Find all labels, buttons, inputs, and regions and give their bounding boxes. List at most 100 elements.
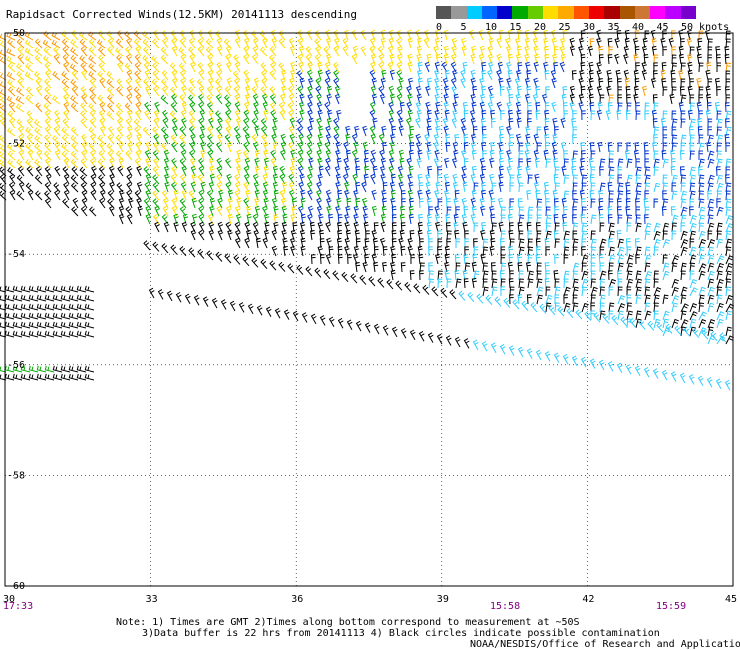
legend-swatch — [619, 6, 636, 19]
wind-barb — [152, 150, 160, 161]
wind-barb — [536, 262, 542, 273]
wind-barb — [205, 38, 214, 49]
wind-barb — [698, 86, 704, 97]
wind-barb — [43, 102, 52, 113]
wind-barb — [265, 306, 272, 317]
wind-barb — [590, 310, 595, 321]
wind-barb — [662, 110, 668, 121]
wind-barb — [578, 45, 584, 57]
wind-barb — [290, 213, 296, 225]
wind-barb — [60, 373, 71, 381]
wind-barb — [707, 278, 715, 289]
wind-barb — [561, 197, 567, 209]
wind-barb — [97, 30, 106, 41]
wind-barb — [388, 101, 394, 113]
wind-barb — [644, 294, 651, 305]
wind-barb — [399, 213, 405, 225]
wind-barb — [634, 365, 641, 377]
wind-barb — [300, 237, 306, 249]
wind-barb — [509, 134, 514, 145]
wind-barb — [453, 93, 459, 105]
wind-barb — [98, 166, 106, 177]
wind-barb — [455, 278, 462, 289]
wind-barb — [316, 181, 322, 193]
wind-barb — [243, 69, 250, 81]
wind-barb — [207, 149, 214, 161]
wind-barb — [455, 238, 460, 248]
wind-barb — [88, 206, 97, 217]
wind-barb — [124, 102, 133, 113]
wind-barb — [408, 149, 414, 161]
wind-barb — [526, 222, 532, 233]
wind-barb — [545, 270, 550, 281]
wind-barb — [626, 222, 632, 233]
wind-barb — [559, 61, 566, 73]
wind-barb — [707, 302, 715, 313]
wind-barb — [263, 165, 270, 177]
wind-barb — [460, 77, 466, 89]
wind-barb — [76, 330, 87, 338]
wind-barb — [527, 254, 533, 265]
wind-barb — [553, 270, 559, 281]
wind-barb — [173, 189, 179, 201]
wind-barb — [725, 158, 732, 169]
wind-barb — [247, 303, 254, 315]
legend-label: 5 — [460, 22, 467, 33]
wind-barb — [279, 109, 286, 121]
wind-barb — [127, 109, 133, 121]
wind-barb — [581, 110, 586, 121]
wind-barb — [446, 230, 452, 241]
wind-barb — [662, 254, 668, 265]
wind-barb — [262, 181, 269, 193]
wind-barb — [344, 189, 350, 201]
wind-barb — [80, 158, 88, 169]
wind-barb — [516, 117, 522, 129]
wind-barb — [472, 339, 479, 351]
wind-barb — [225, 61, 232, 73]
wind-barb — [398, 125, 405, 137]
wind-barb — [469, 109, 476, 121]
wind-barb — [171, 37, 178, 49]
wind-barb — [202, 296, 209, 307]
wind-barb — [680, 198, 687, 209]
wind-barb — [635, 198, 640, 209]
wind-barb — [426, 222, 432, 233]
wind-barb — [707, 222, 715, 233]
wind-barb — [143, 240, 151, 251]
wind-barb — [554, 166, 560, 177]
wind-barb — [635, 102, 640, 113]
wind-barb — [224, 134, 232, 145]
wind-barb — [233, 86, 241, 97]
wind-barb — [316, 101, 323, 113]
wind-barb — [181, 117, 187, 129]
wind-barb — [36, 373, 47, 381]
wind-barb — [517, 198, 523, 209]
legend-label: 30 — [583, 22, 596, 33]
wind-barb — [12, 365, 23, 373]
wind-barb — [607, 38, 613, 49]
wind-barb — [207, 69, 214, 81]
wind-barb — [491, 286, 498, 297]
wind-barb — [588, 61, 594, 73]
wind-barb — [373, 246, 379, 257]
note-line-2: 3)Data buffer is 22 hrs from 20141113 4)… — [142, 628, 660, 639]
wind-barb — [380, 37, 387, 49]
wind-barb — [236, 149, 242, 161]
wind-barb — [325, 133, 332, 145]
wind-barb — [563, 190, 570, 201]
wind-barb — [397, 173, 404, 185]
wind-barb — [433, 45, 439, 57]
wind-barb — [54, 189, 61, 201]
wind-barb — [406, 85, 412, 97]
wind-barb — [626, 278, 634, 289]
wind-barb — [296, 70, 304, 81]
wind-barb — [662, 238, 671, 249]
wind-barb — [371, 189, 377, 201]
wind-barb — [378, 61, 385, 73]
wind-barb — [499, 86, 505, 97]
wind-barb — [0, 71, 7, 81]
wind-barb — [725, 326, 732, 337]
wind-barb — [380, 173, 386, 185]
wind-barb — [179, 126, 187, 137]
wind-barb — [54, 149, 61, 161]
